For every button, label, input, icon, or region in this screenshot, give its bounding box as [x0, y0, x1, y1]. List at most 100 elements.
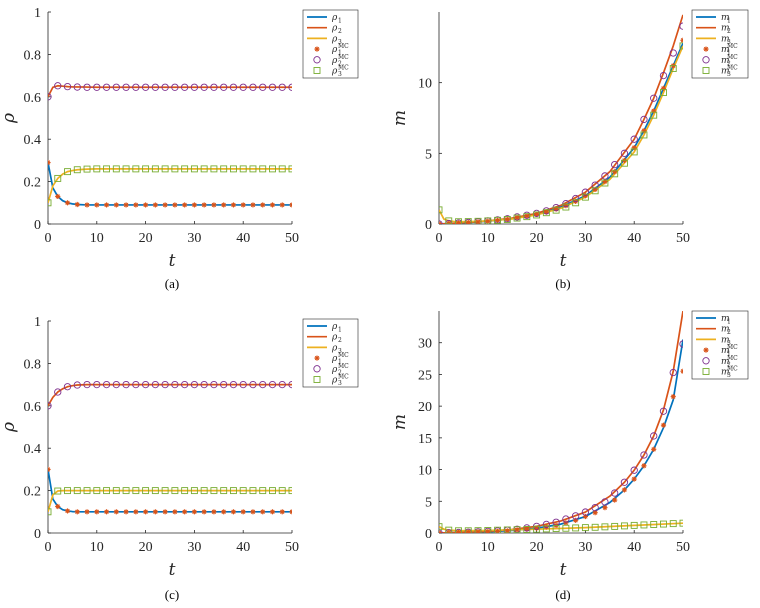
x-tick-label: 40 [236, 540, 250, 555]
marker-star [84, 509, 90, 515]
marker-square [581, 193, 589, 201]
x-tick-label: 20 [530, 231, 544, 246]
marker-square [523, 525, 531, 533]
y-tick-label: 5 [425, 495, 432, 510]
x-tick-label: 40 [236, 231, 250, 246]
marker-square [171, 487, 179, 495]
marker-square [73, 166, 81, 174]
marker-star [143, 202, 149, 208]
y-tick-label: 0.2 [24, 176, 42, 191]
legend-label-base: m [721, 357, 730, 367]
marker-circle [571, 512, 580, 520]
marker-square [210, 165, 218, 173]
marker-square [112, 165, 120, 173]
marker-square [439, 206, 443, 214]
marker-star [162, 202, 168, 208]
marker-circle [220, 380, 228, 389]
x-tick-label: 10 [481, 231, 495, 246]
x-tick-label: 40 [627, 540, 641, 555]
x-tick-label: 30 [578, 540, 592, 555]
legend-label-sub: 3 [727, 340, 731, 347]
marker-square [572, 199, 580, 207]
marker-star [211, 202, 217, 208]
y-tick-label: 0.2 [24, 485, 42, 500]
legend-label-sup: MC [727, 43, 738, 50]
marker-star [465, 529, 471, 533]
marker-circle [581, 188, 590, 196]
marker-circle [229, 83, 238, 91]
legend-label-base: m [721, 13, 730, 23]
x-tick-label: 50 [285, 540, 299, 555]
marker-square [122, 165, 130, 173]
x-tick-label: 10 [481, 540, 495, 555]
marker-square [112, 487, 120, 495]
marker-circle [640, 451, 648, 459]
marker-star [612, 497, 618, 503]
marker-circle [249, 83, 257, 91]
series-line-2 [439, 14, 683, 224]
marker-square [455, 527, 462, 533]
marker-star [602, 179, 608, 185]
marker-square [190, 487, 198, 495]
marker-star [94, 509, 100, 515]
x-tick-label: 30 [578, 231, 592, 246]
x-tick-label: 30 [187, 540, 201, 555]
legend-box [691, 9, 749, 79]
marker-star [289, 509, 292, 515]
legend-label-sup: MC [727, 65, 738, 72]
marker-square [513, 526, 521, 533]
marker-square [64, 168, 71, 176]
marker-star [182, 509, 188, 515]
marker-circle [229, 380, 238, 389]
marker-circle [581, 508, 590, 516]
marker-circle [210, 380, 218, 389]
legend-label-base: m [721, 325, 730, 335]
y-tick-label: 10 [418, 464, 432, 479]
marker-star [455, 220, 462, 224]
legend-label-sub: 1 [727, 351, 731, 358]
marker-square [552, 206, 560, 214]
marker-circle [542, 520, 551, 529]
marker-star [172, 509, 178, 515]
marker-circle [611, 489, 619, 497]
legend-label-sup: MC [727, 355, 738, 362]
marker-circle [679, 22, 683, 30]
marker-square [562, 524, 570, 532]
marker-circle [239, 380, 247, 389]
legend-label-sup: MC [727, 366, 738, 373]
marker-star [250, 202, 256, 208]
marker-circle [141, 83, 150, 91]
marker-star [269, 509, 276, 515]
x-axis-label: t [169, 251, 176, 271]
legend-label-base: ρ [331, 45, 338, 55]
series-line-2 [439, 311, 683, 533]
marker-square [278, 165, 286, 173]
legend-label-base: ρ [331, 343, 338, 353]
y-tick-label: 15 [418, 432, 432, 447]
marker-square [83, 165, 91, 173]
marker-square [660, 520, 667, 528]
marker-circle [200, 380, 208, 389]
marker-circle [313, 56, 321, 64]
series-markers-4 [48, 466, 292, 515]
marker-star [221, 202, 227, 208]
marker-square [523, 213, 531, 221]
legend-label-sub: 2 [338, 60, 342, 67]
series-line-2 [48, 383, 292, 407]
marker-square [288, 487, 292, 495]
marker-square [93, 165, 101, 173]
series-line-1 [439, 42, 683, 224]
marker-star [260, 509, 266, 515]
legend-entry-4: ρ 1MC [314, 352, 349, 366]
marker-square [48, 508, 52, 516]
marker-star [191, 509, 197, 515]
marker-circle [288, 380, 292, 389]
marker-circle [702, 357, 710, 365]
plot-area [48, 380, 292, 516]
marker-star [314, 355, 320, 361]
